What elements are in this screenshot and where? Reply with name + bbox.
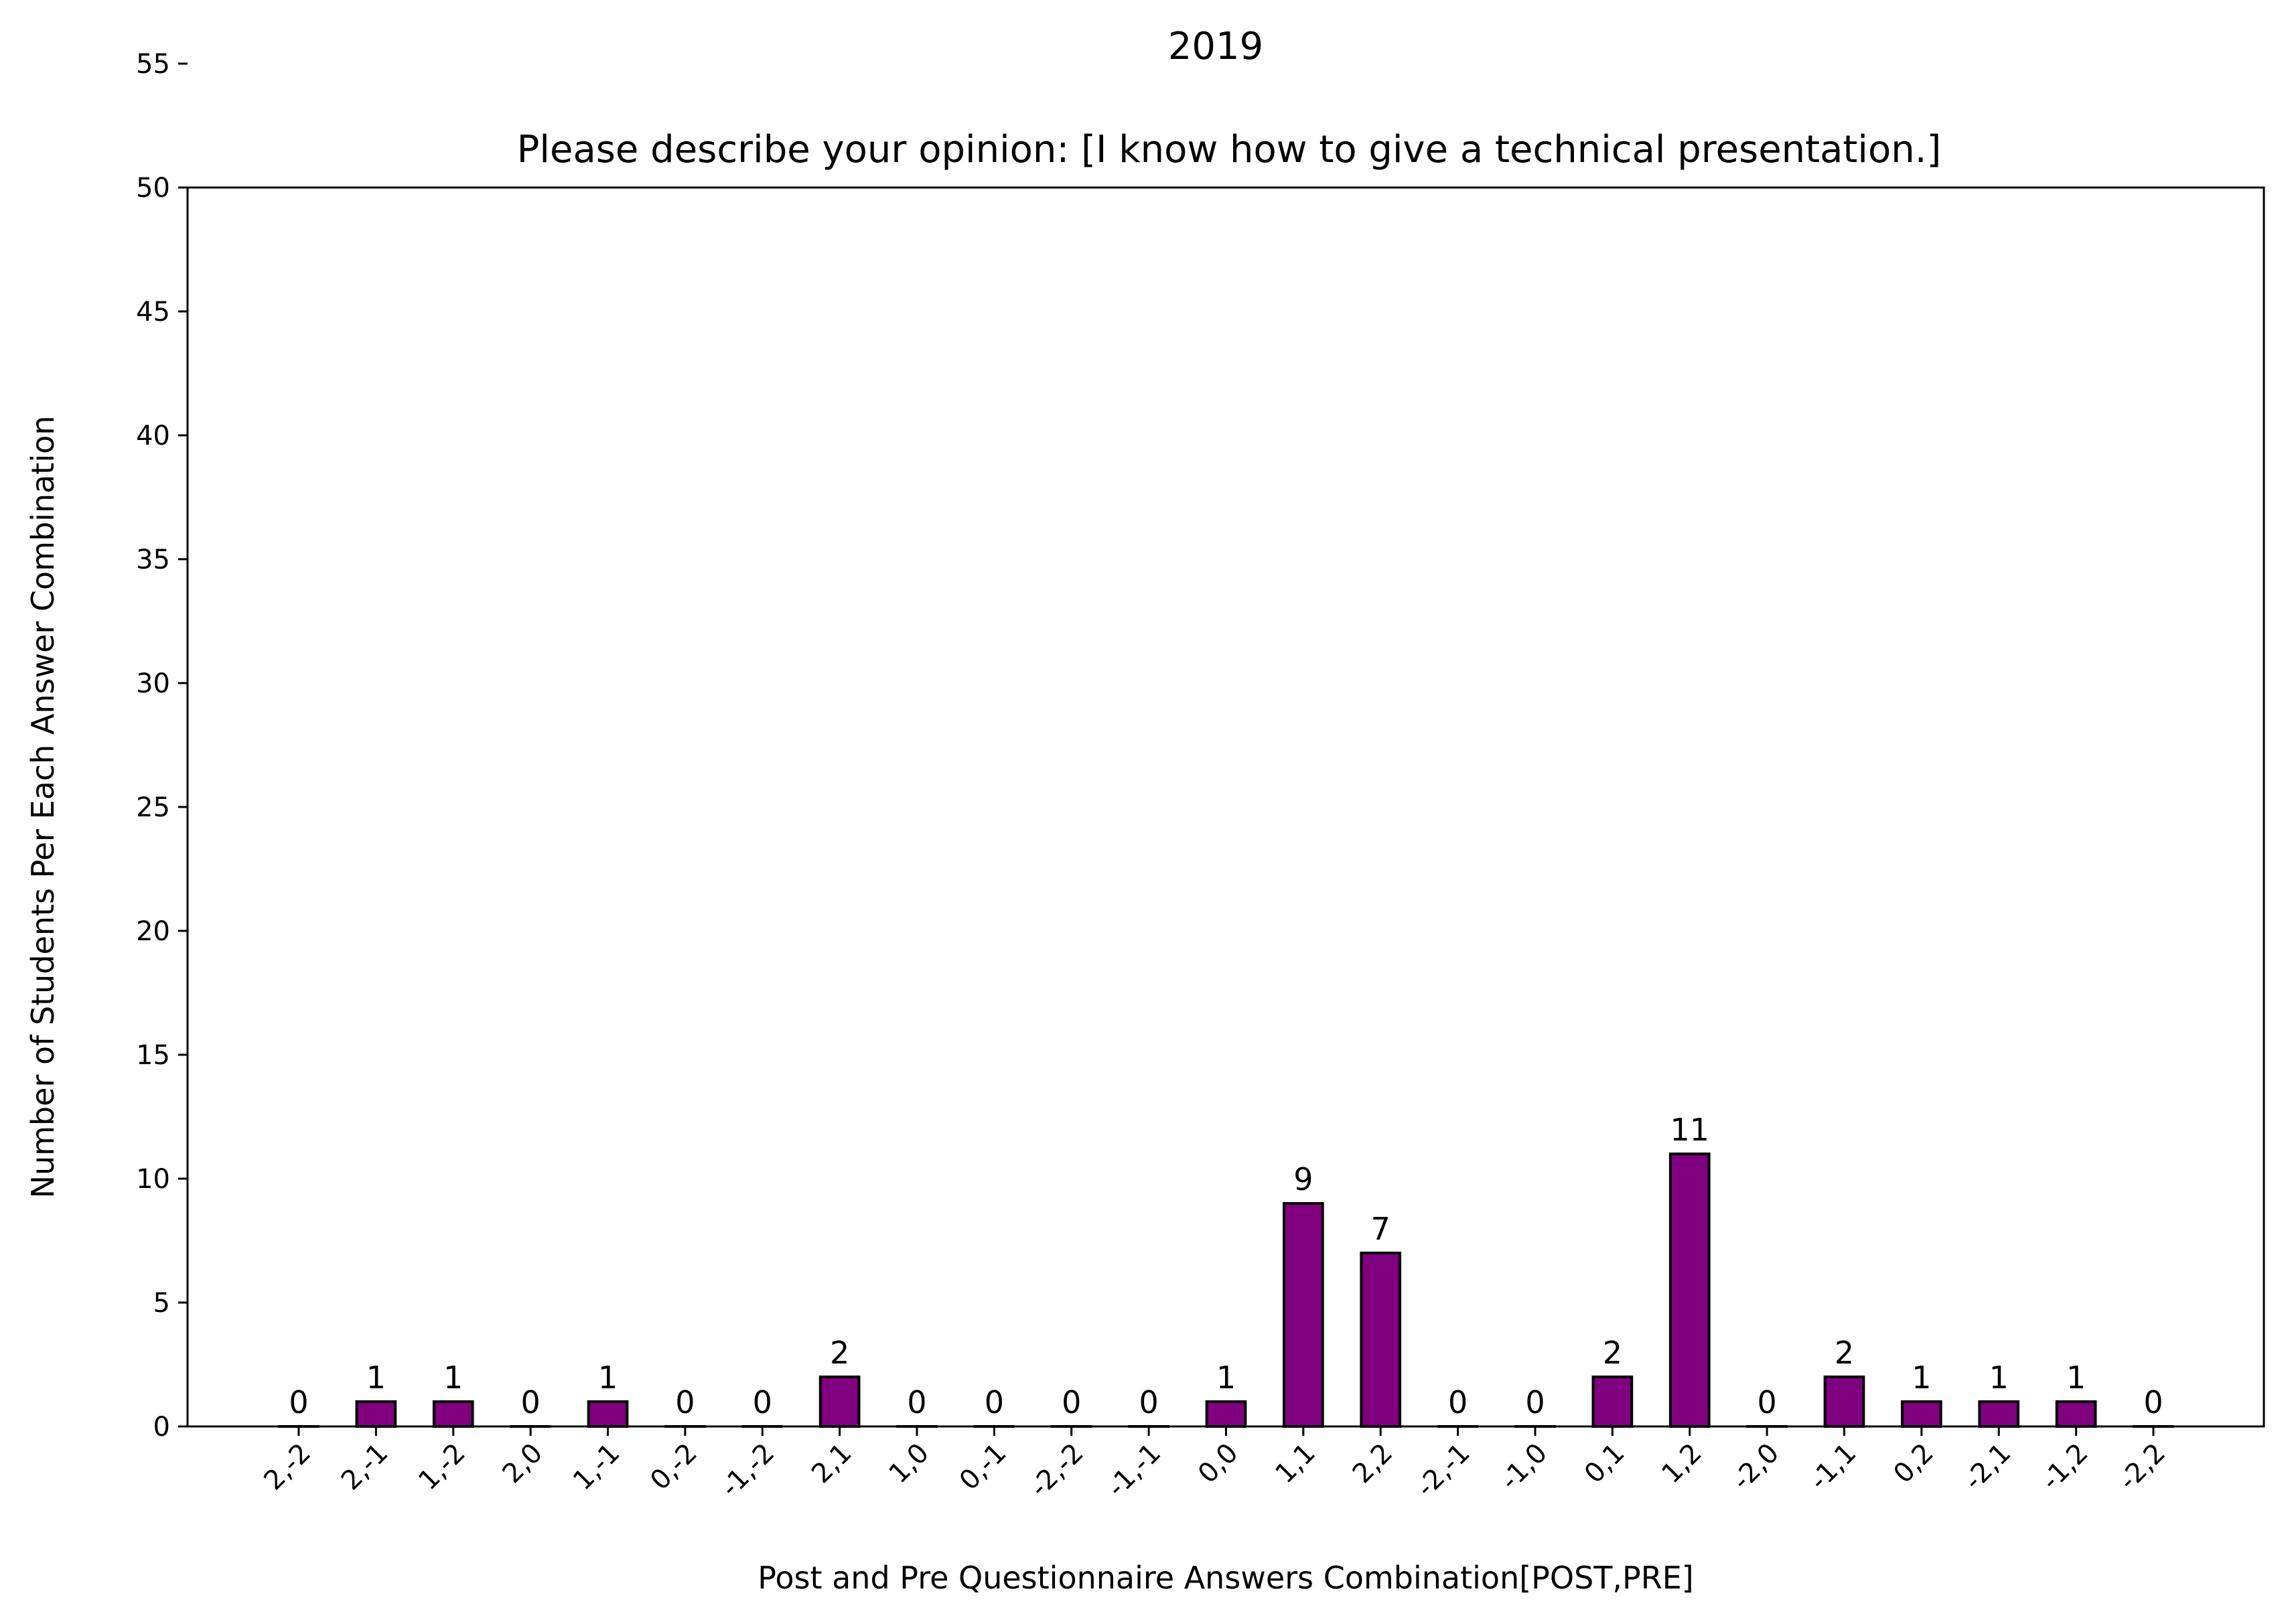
bar <box>1591 1376 1634 1428</box>
x-tick-label: 2,-2 <box>258 1438 317 1497</box>
bar <box>1901 1400 1942 1428</box>
y-tick-label: 35 <box>136 544 170 575</box>
x-tick-label: -1,1 <box>1804 1438 1863 1497</box>
bar-value-label: 1 <box>2066 1359 2086 1396</box>
x-axis: 2,-2 2,-1 1,-2 2,0 1,-1 0,-2 -1,-2 2,1 1,0 0,-1 -2… <box>258 1426 2171 1503</box>
x-tick-label: 0,1 <box>1579 1438 1631 1490</box>
bar <box>1978 1400 2020 1428</box>
bar-value-label: 7 <box>1371 1211 1390 1247</box>
bar <box>1205 1400 1247 1428</box>
bar-value-label: 1 <box>443 1359 463 1396</box>
bar-value-label: 0 <box>753 1384 772 1420</box>
x-tick-label: 1,-1 <box>567 1438 626 1497</box>
y-tick-label: 40 <box>136 421 170 451</box>
x-tick-label: -1,-1 <box>1101 1438 1167 1503</box>
bar-value-label: 9 <box>1293 1161 1313 1197</box>
bar-value-label: 1 <box>1216 1359 1236 1396</box>
y-tick-label: 55 <box>136 49 170 80</box>
y-tick-label: 25 <box>136 792 170 823</box>
bar <box>587 1400 629 1428</box>
bar-value-label: 1 <box>1912 1359 1931 1396</box>
bar-value-label: 0 <box>1062 1384 1081 1420</box>
x-tick-label: 2,1 <box>806 1438 858 1490</box>
bar-value-label: 2 <box>1835 1335 1854 1371</box>
y-tick-label: 20 <box>136 916 170 947</box>
bar <box>355 1400 397 1428</box>
bar-value-label: 1 <box>366 1359 386 1396</box>
x-tick-label: -2,0 <box>1726 1438 1785 1497</box>
x-tick-label: 2,2 <box>1347 1438 1399 1490</box>
bar-value-label: 1 <box>598 1359 618 1396</box>
y-tick-label: 0 <box>153 1412 170 1443</box>
x-tick-label: 1,2 <box>1656 1438 1708 1490</box>
x-tick-label: -1,-2 <box>715 1438 780 1503</box>
bar <box>1283 1202 1324 1428</box>
bar-value-label: 0 <box>907 1384 926 1420</box>
x-tick-label: -1,0 <box>1494 1438 1553 1497</box>
bar-value-label: 0 <box>675 1384 695 1420</box>
x-tick-label: 1,1 <box>1269 1438 1321 1490</box>
bar <box>2055 1400 2097 1428</box>
bar-value-label: 0 <box>289 1384 308 1420</box>
plot-area <box>186 186 2265 1428</box>
chart-suptitle: 2019 <box>1168 25 1264 68</box>
x-tick-label: 2,-1 <box>336 1438 395 1497</box>
x-axis-label: Post and Pre Questionnaire Answers Combi… <box>758 1560 1694 1596</box>
bar-value-label: 0 <box>1757 1384 1776 1420</box>
bar-value-label: 2 <box>830 1335 849 1371</box>
x-tick-label: -2,-1 <box>1411 1438 1476 1503</box>
y-tick-label: 5 <box>153 1288 170 1319</box>
bar-value-label: 0 <box>1525 1384 1545 1420</box>
bar-value-label: 0 <box>2143 1384 2163 1420</box>
bar-value-label: 0 <box>520 1384 540 1420</box>
y-tick-label: 10 <box>136 1164 170 1195</box>
bar <box>818 1376 861 1428</box>
y-axis: 05101520253035404550556065707580859095 <box>136 49 188 1443</box>
bar-value-label: 11 <box>1670 1112 1709 1148</box>
x-tick-label: -2,2 <box>2113 1438 2171 1497</box>
x-tick-label: -2,-2 <box>1024 1438 1090 1503</box>
x-tick-label: 0,-1 <box>954 1438 1013 1497</box>
chart-title: Please describe your opinion: [I know ho… <box>517 128 1942 171</box>
bar <box>432 1400 474 1428</box>
x-tick-label: 0,0 <box>1192 1438 1244 1490</box>
y-axis-label: Number of Students Per Each Answer Combi… <box>25 416 61 1199</box>
x-tick-label: -1,2 <box>2035 1438 2094 1497</box>
x-tick-label: 1,0 <box>883 1438 936 1490</box>
bar <box>1668 1153 1711 1428</box>
y-tick-label: 15 <box>136 1040 170 1071</box>
x-tick-label: -2,1 <box>1958 1438 2017 1497</box>
bar-value-label: 1 <box>1989 1359 2009 1396</box>
bar <box>1360 1252 1402 1428</box>
bar-value-label: 0 <box>1448 1384 1468 1420</box>
bars-group <box>278 1153 2174 1428</box>
bar-value-label: 0 <box>1139 1384 1158 1420</box>
bar-value-label: 0 <box>985 1384 1004 1420</box>
y-tick-label: 50 <box>136 173 170 204</box>
x-tick-label: 2,0 <box>497 1438 549 1490</box>
x-tick-label: 0,-2 <box>644 1438 703 1497</box>
y-tick-label: 45 <box>136 297 170 327</box>
y-tick-label: 30 <box>136 668 170 699</box>
x-tick-label: 0,2 <box>1887 1438 1940 1490</box>
x-tick-label: 1,-2 <box>413 1438 472 1497</box>
bar-value-label: 2 <box>1603 1335 1622 1371</box>
bar <box>1823 1376 1865 1428</box>
